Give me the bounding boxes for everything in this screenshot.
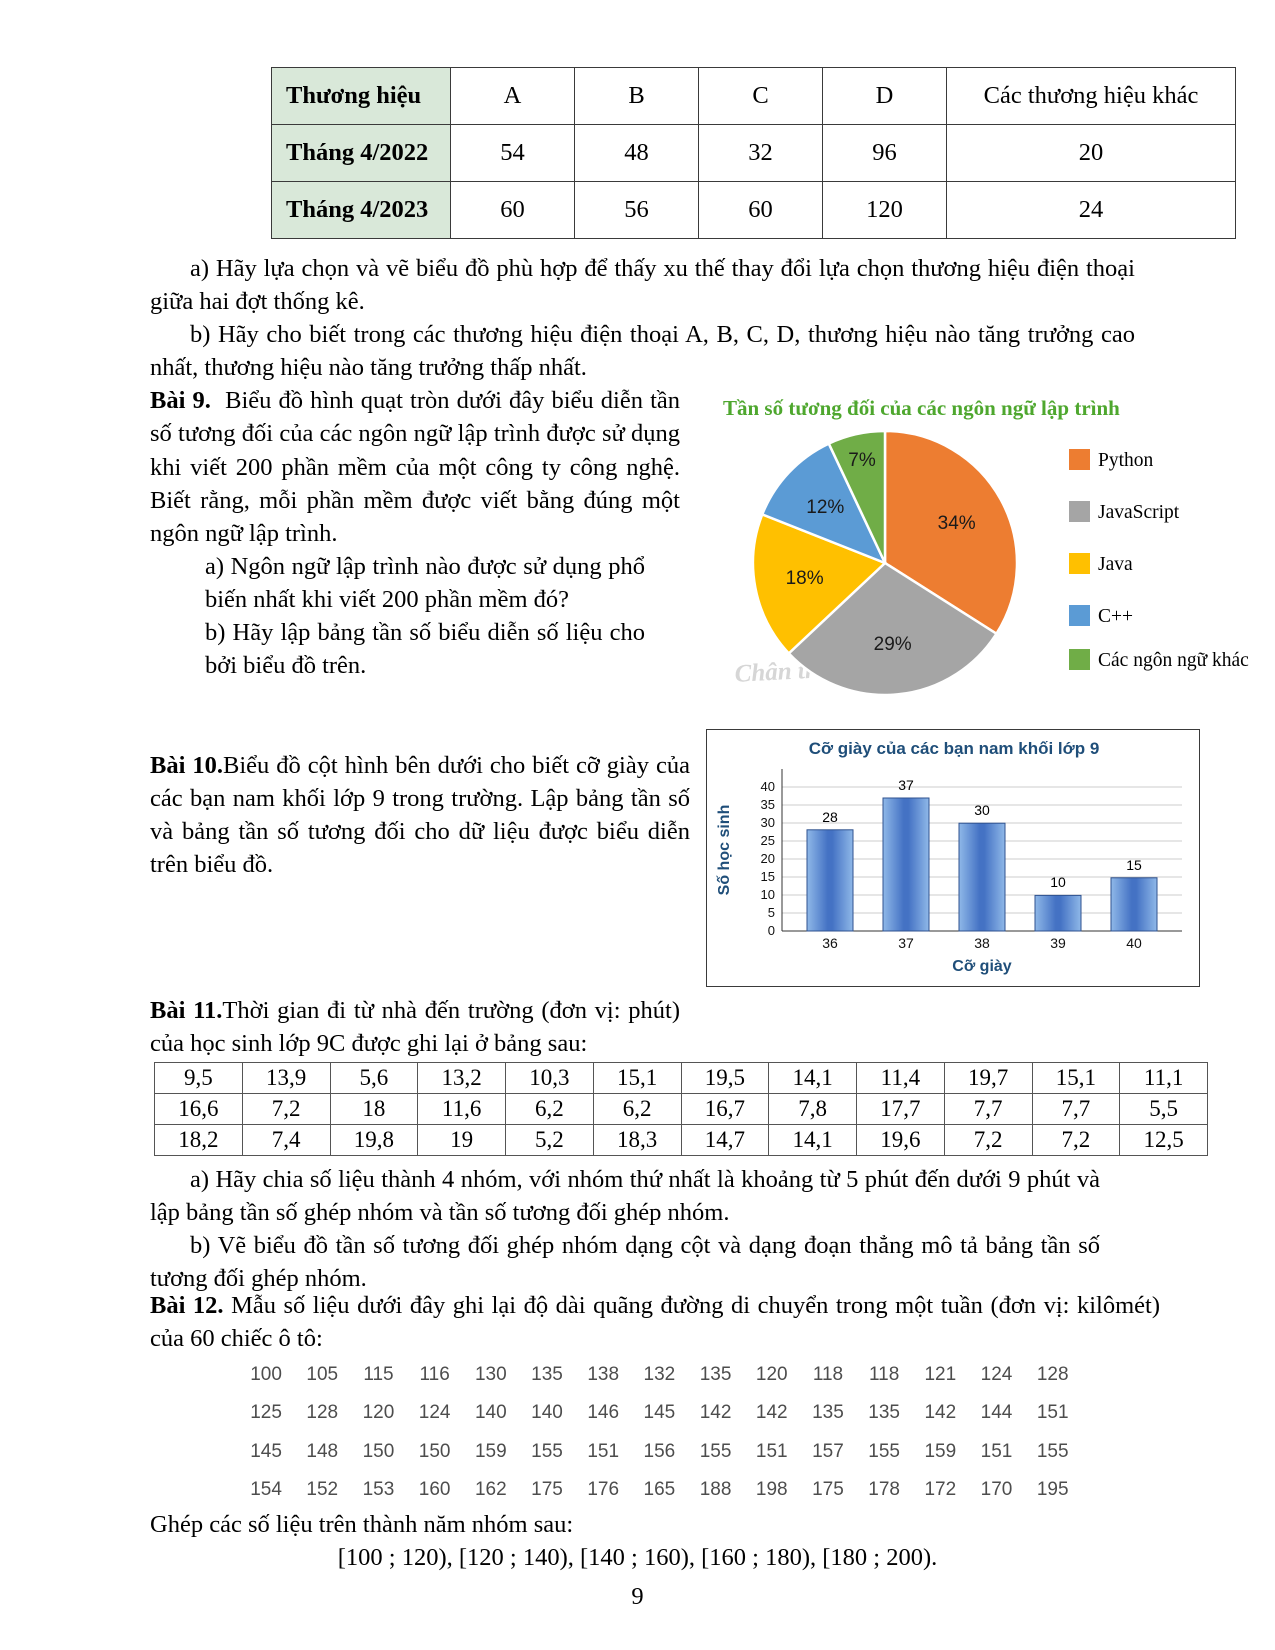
svg-text:39: 39: [1050, 935, 1066, 951]
svg-text:37: 37: [898, 777, 914, 793]
svg-text:Cỡ giày của các bạn nam khối l: Cỡ giày của các bạn nam khối lớp 9: [809, 739, 1100, 758]
svg-text:Python: Python: [1098, 450, 1154, 471]
svg-text:10: 10: [1050, 874, 1066, 890]
svg-text:30: 30: [761, 815, 775, 830]
svg-text:12%: 12%: [806, 497, 844, 518]
svg-text:JavaScript: JavaScript: [1098, 502, 1180, 523]
svg-text:10: 10: [761, 887, 775, 902]
svg-text:15: 15: [761, 869, 775, 884]
svg-text:7%: 7%: [848, 450, 876, 471]
svg-text:34%: 34%: [938, 513, 976, 534]
svg-text:35: 35: [761, 797, 775, 812]
svg-text:37: 37: [898, 935, 914, 951]
svg-text:Các ngôn ngữ khác: Các ngôn ngữ khác: [1098, 650, 1249, 671]
svg-text:Cỡ giày: Cỡ giày: [952, 958, 1011, 975]
svg-text:28: 28: [822, 809, 838, 825]
svg-text:36: 36: [822, 935, 838, 951]
svg-text:0: 0: [768, 923, 775, 938]
svg-text:Tần số tương đối của các ngôn: Tần số tương đối của các ngôn ngữ lập tr…: [723, 397, 1120, 420]
svg-text:40: 40: [1126, 935, 1142, 951]
svg-text:18%: 18%: [786, 568, 824, 589]
svg-text:15: 15: [1126, 857, 1142, 873]
svg-text:38: 38: [974, 935, 990, 951]
svg-text:20: 20: [761, 851, 775, 866]
svg-text:Số học sinh: Số học sinh: [716, 805, 733, 896]
svg-text:25: 25: [761, 833, 775, 848]
svg-text:5: 5: [768, 905, 775, 920]
svg-text:40: 40: [761, 779, 775, 794]
svg-text:Java: Java: [1098, 554, 1133, 575]
svg-text:30: 30: [974, 802, 990, 818]
svg-text:29%: 29%: [874, 634, 912, 655]
svg-text:C++: C++: [1098, 606, 1133, 627]
